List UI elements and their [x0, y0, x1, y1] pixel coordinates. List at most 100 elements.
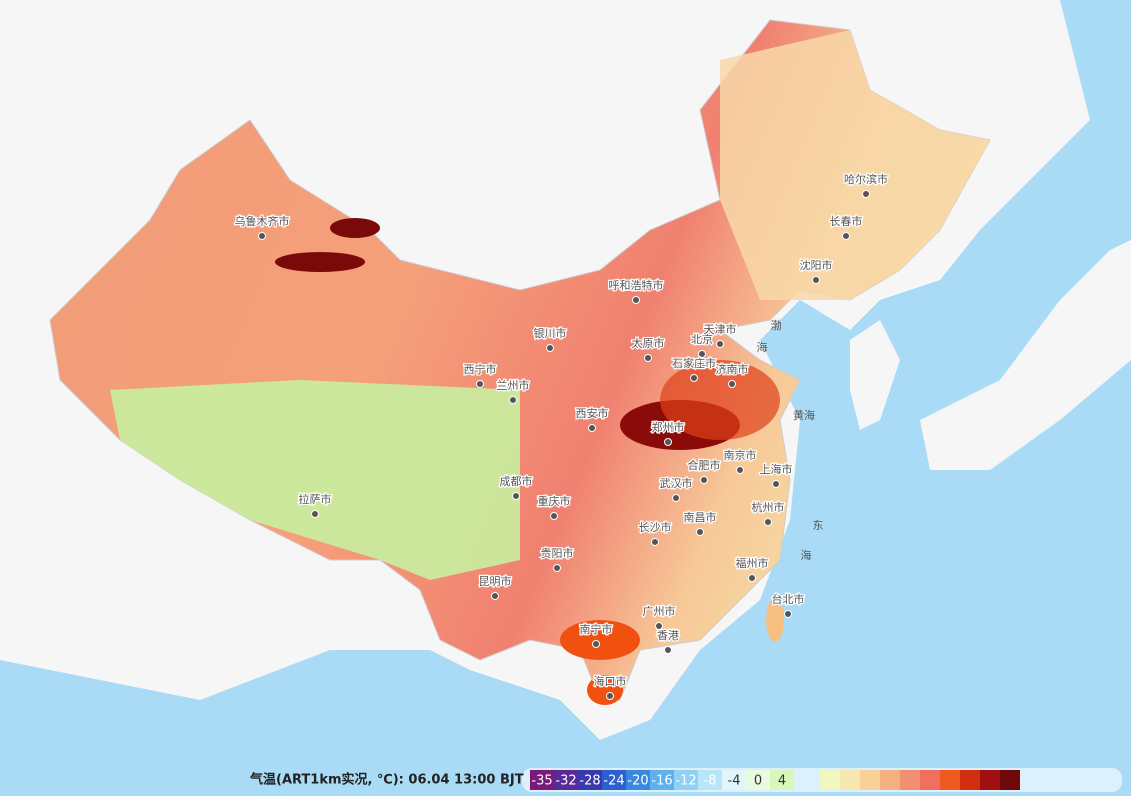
sea-label: 海: [757, 340, 768, 354]
hot-patch: [275, 252, 365, 272]
legend-swatch: [578, 770, 602, 790]
city-label: 南宁市: [580, 622, 613, 636]
city-label: 天津市: [704, 322, 737, 336]
legend-label: -28: [579, 774, 600, 789]
legend-label: -16: [651, 774, 672, 789]
sea-label: 渤: [771, 319, 782, 332]
city-dot: [509, 396, 517, 404]
legend-label: -4: [728, 774, 741, 789]
legend-swatch: [626, 770, 650, 790]
legend-swatch: [770, 770, 794, 790]
sea-label: 东: [813, 519, 824, 532]
city-dot: [672, 494, 680, 502]
city-dot: [550, 512, 558, 520]
city-label: 广州市: [643, 604, 676, 618]
legend-swatch: [674, 770, 698, 790]
city-label: 南昌市: [684, 510, 717, 524]
city-label: 郑州市: [652, 420, 685, 434]
city-label: 拉萨市: [299, 492, 332, 506]
sea-label: 海: [801, 548, 812, 562]
city-label: 重庆市: [538, 494, 571, 508]
city-dot: [728, 380, 736, 388]
hot-region: [560, 620, 640, 660]
taiwan: [766, 598, 784, 642]
city-label: 石家庄市: [672, 356, 716, 370]
korea-japan: [850, 240, 1131, 470]
hot-region: [660, 360, 780, 440]
city-label: 兰州市: [497, 378, 530, 392]
hainan: [587, 675, 623, 705]
city-dot: [546, 344, 554, 352]
legend-label: -12: [675, 774, 696, 789]
city-label: 上海市: [760, 462, 793, 476]
city-label: 台北市: [772, 592, 805, 606]
city-dot: [512, 492, 520, 500]
city-label: 西安市: [576, 406, 609, 420]
city-label: 长春市: [830, 214, 863, 228]
city-label: 太原市: [632, 336, 665, 350]
city-dot: [664, 646, 672, 654]
city-dot: [476, 380, 484, 388]
northeast-region: [720, 30, 990, 300]
city-label: 长沙市: [639, 520, 672, 534]
city-dot: [736, 466, 744, 474]
city-label: 沈阳市: [800, 258, 833, 272]
legend-label: 4: [778, 774, 786, 789]
city-dot: [606, 692, 614, 700]
legend-label: -20: [627, 774, 648, 789]
city-label: 北京: [691, 332, 713, 346]
city-dot: [764, 518, 772, 526]
city-label: 合肥市: [688, 458, 721, 472]
city-dot: [491, 592, 499, 600]
legend-label: 0: [754, 774, 762, 789]
city-label: 南京市: [724, 448, 757, 462]
legend-title: 气温(ART1km实况, ℃): 06.04 13:00 BJT: [250, 772, 524, 788]
legend-label: -35: [531, 774, 552, 789]
city-dot: [690, 374, 698, 382]
city-dot: [772, 480, 780, 488]
city-label: 哈尔滨市: [844, 172, 888, 186]
legend-swatch: [602, 770, 626, 790]
legend-swatch: [554, 770, 578, 790]
city-label: 海口市: [594, 674, 627, 688]
city-dot: [655, 622, 663, 630]
city-dot: [311, 510, 319, 518]
city-label: 银川市: [534, 326, 567, 340]
city-dot: [664, 438, 672, 446]
city-label: 呼和浩特市: [609, 278, 664, 292]
sea-label: 黄海: [793, 408, 815, 422]
city-dot: [644, 354, 652, 362]
city-label: 成都市: [500, 474, 533, 488]
city-dot: [698, 350, 706, 358]
city-label: 昆明市: [479, 574, 512, 588]
legend-swatch: [530, 770, 554, 790]
city-dot: [696, 528, 704, 536]
city-label: 西宁市: [464, 362, 497, 376]
plateau-region: [110, 380, 520, 580]
legend-label: -8: [704, 774, 717, 789]
legend-swatch: [650, 770, 674, 790]
city-dot: [812, 276, 820, 284]
city-dot: [592, 640, 600, 648]
legend-swatch: [746, 770, 770, 790]
city-dot: [842, 232, 850, 240]
city-label: 香港: [657, 629, 679, 642]
legend-swatch: [698, 770, 722, 790]
legend-label: -24: [603, 774, 624, 789]
city-dot: [588, 424, 596, 432]
city-label: 乌鲁木齐市: [235, 214, 290, 228]
city-label: 福州市: [736, 556, 769, 570]
legend-label: -32: [555, 774, 576, 789]
city-dot: [651, 538, 659, 546]
city-dot: [862, 190, 870, 198]
city-dot: [784, 610, 792, 618]
city-label: 武汉市: [660, 476, 693, 490]
city-dot: [700, 476, 708, 484]
city-dot: [632, 296, 640, 304]
city-dot: [258, 232, 266, 240]
city-label: 济南市: [716, 362, 749, 376]
city-dot: [748, 574, 756, 582]
city-dot: [553, 564, 561, 572]
legend-swatch: [722, 770, 746, 790]
